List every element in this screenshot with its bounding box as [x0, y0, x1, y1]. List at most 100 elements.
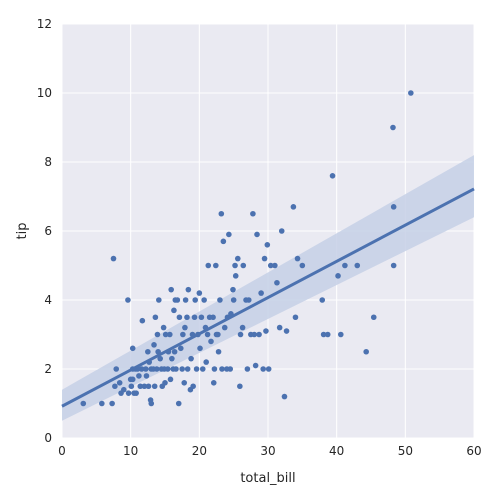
scatter-point: [116, 380, 123, 386]
scatter-point: [177, 345, 184, 352]
scatter-point: [260, 366, 266, 372]
scatter-point: [156, 297, 162, 303]
scatter-point: [208, 338, 214, 345]
y-tick-labels: 0 2 4 6 8 10 12: [37, 17, 52, 445]
y-tick-label: 2: [44, 362, 52, 376]
scatter-point: [272, 262, 278, 269]
x-tick-label: 10: [123, 444, 138, 458]
scatter-point: [145, 348, 151, 355]
scatter-point: [252, 362, 259, 369]
scatter-point: [390, 262, 397, 269]
scatter-point: [175, 400, 182, 407]
scatter-point: [154, 331, 161, 338]
scatter-point: [363, 348, 369, 355]
scatter-point: [203, 359, 209, 365]
scatter-point: [265, 366, 272, 372]
scatter-point: [227, 366, 234, 372]
scatter-point: [244, 366, 251, 372]
scatter-point: [142, 366, 149, 372]
scatter-point: [121, 386, 127, 393]
scatter-point: [219, 366, 225, 372]
scatter-point: [141, 383, 148, 390]
scatter-point: [179, 366, 185, 372]
scatter-point: [138, 366, 145, 372]
scatter-point: [151, 383, 158, 390]
scatter-point: [182, 324, 188, 331]
y-tick-label: 8: [44, 155, 52, 169]
scatter-point: [274, 279, 280, 286]
x-tick-label: 50: [398, 444, 413, 458]
y-tick-label: 10: [37, 86, 52, 100]
scatter-point: [190, 383, 196, 390]
scatter-point: [173, 366, 179, 372]
scatter-point: [221, 324, 228, 331]
scatter-point: [168, 286, 174, 293]
scatter-point: [408, 90, 414, 96]
y-tick-label: 4: [44, 293, 52, 307]
scatter-point: [125, 297, 131, 303]
scatter-point: [205, 262, 212, 269]
scatter-point: [80, 400, 87, 407]
x-tick-label: 20: [192, 444, 207, 458]
scatter-point: [109, 400, 115, 407]
scatter-point: [171, 348, 178, 355]
scatter-point: [237, 331, 244, 338]
scatter-point: [210, 314, 216, 321]
scatter-point: [213, 262, 219, 269]
scatter-point: [196, 290, 203, 296]
scatter-point: [162, 331, 169, 338]
scatter-point: [292, 314, 299, 321]
scatter-point: [167, 331, 173, 338]
scatter-point: [218, 210, 225, 217]
scatter-point: [324, 331, 331, 338]
confidence-interval-band: [62, 155, 474, 421]
scatter-point: [148, 400, 155, 407]
scatter-point: [193, 366, 200, 372]
scatter-point: [113, 366, 120, 372]
x-tick-label: 30: [260, 444, 275, 458]
x-tick-label: 0: [58, 444, 66, 458]
scatter-point: [230, 297, 237, 303]
regression-fit-line: [61, 187, 475, 408]
scatter-point: [171, 307, 177, 314]
scatter-point: [337, 331, 344, 338]
scatter-point: [139, 317, 146, 324]
scatter-point: [239, 324, 246, 331]
scatter-point: [258, 290, 264, 296]
scatter-point: [197, 345, 203, 352]
scatter-point: [319, 297, 326, 303]
scatter-point: [232, 262, 238, 269]
confidence-band: [62, 155, 474, 421]
y-axis-label: tip: [15, 223, 30, 240]
scatter-point: [264, 242, 271, 248]
scatter-point: [254, 231, 260, 238]
scatter-point: [390, 124, 396, 131]
scatter-point: [281, 393, 288, 400]
scatter-point: [232, 273, 239, 279]
scatter-point: [151, 342, 157, 348]
scatter-point: [245, 297, 252, 303]
x-tick-label: 60: [466, 444, 481, 458]
scatter-point: [133, 390, 139, 396]
scatter-point: [237, 383, 243, 390]
scatter-point: [201, 297, 207, 303]
scatter-point: [226, 231, 232, 238]
scatter-point: [129, 345, 136, 352]
scatter-point: [184, 366, 191, 372]
scatter-point: [157, 355, 163, 362]
scatter-point: [278, 228, 285, 234]
scatter-point: [204, 331, 211, 338]
scatter-point: [192, 297, 199, 303]
scatter-point: [182, 297, 189, 303]
scatter-point: [263, 328, 269, 334]
scatter-point: [152, 314, 159, 321]
scatter-point: [210, 380, 217, 386]
scatter-point: [220, 238, 227, 245]
scatter-point: [234, 255, 241, 262]
x-axis-label: total_bill: [240, 471, 295, 486]
scatter-point: [129, 376, 136, 383]
regression-line: [61, 187, 475, 408]
scatter-point: [169, 355, 175, 362]
scatter-point: [137, 383, 144, 390]
